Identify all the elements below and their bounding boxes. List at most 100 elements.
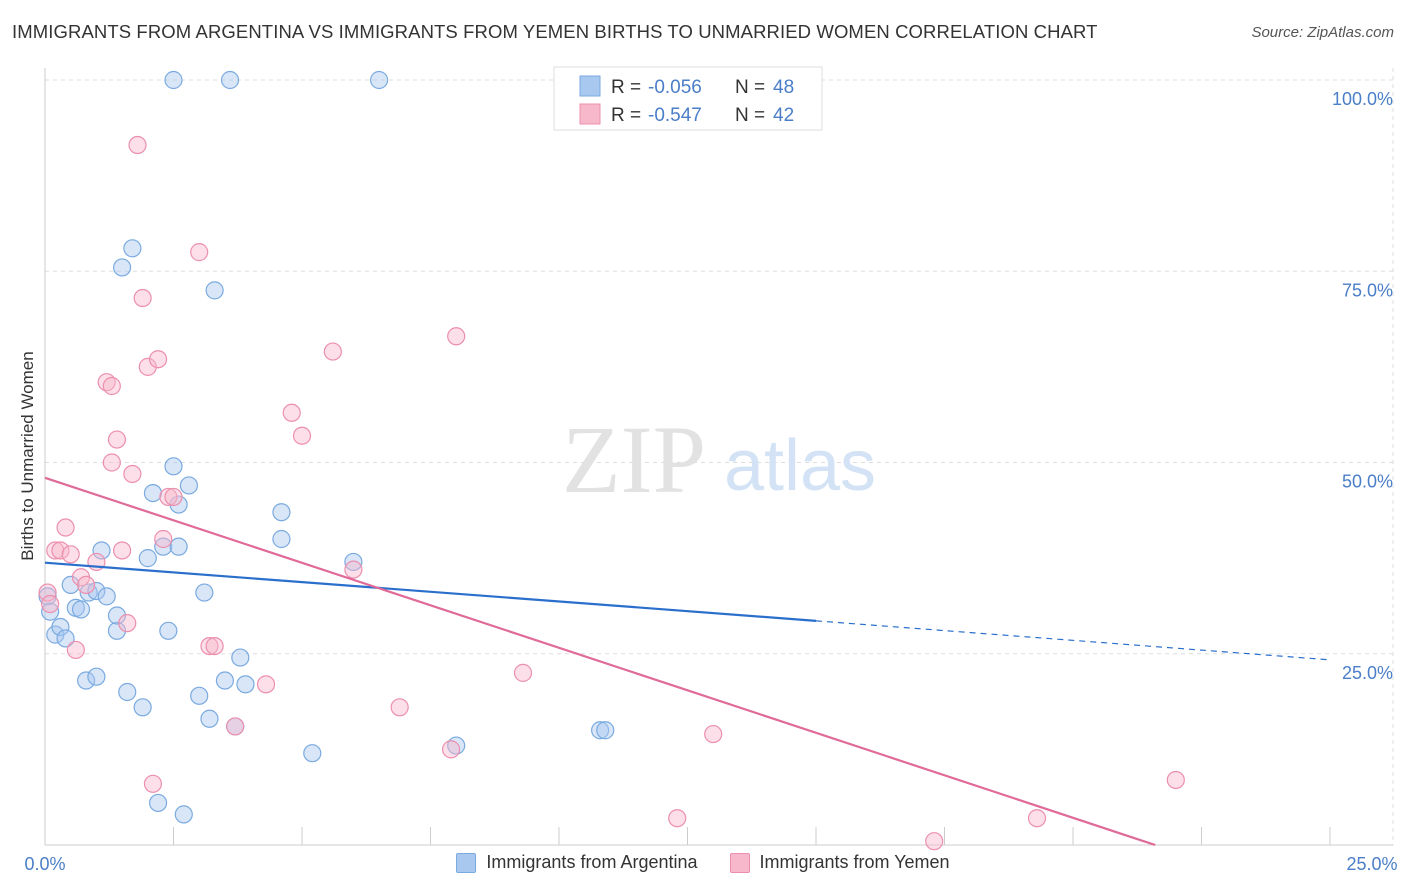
yemen-point-1 xyxy=(41,594,60,614)
yemen-point-32 xyxy=(323,342,342,361)
pink-trend-line xyxy=(44,476,1156,847)
argentina-point-47 xyxy=(596,721,615,740)
yemen-point-20 xyxy=(143,774,163,793)
yemen-point-31 xyxy=(292,426,312,445)
argentina-point-25 xyxy=(164,70,183,90)
argentina-point-36 xyxy=(220,70,240,90)
argentina-point-24 xyxy=(159,621,178,640)
yemen-point-41 xyxy=(1027,809,1047,828)
x-tick-label-min: 0.0% xyxy=(24,854,65,874)
yemen-point-30 xyxy=(282,403,301,422)
argentina-point-17 xyxy=(118,682,137,702)
yemen-point-17 xyxy=(128,135,147,155)
argentina-point-1 xyxy=(41,602,60,621)
yemen-point-24 xyxy=(164,487,183,507)
yemen-point-29 xyxy=(256,675,276,694)
yemen-point-25 xyxy=(190,243,209,262)
yemen-point-36 xyxy=(447,327,466,346)
yemen-point-13 xyxy=(107,430,127,449)
argentina-point-41 xyxy=(272,503,291,522)
legend-label-argentina: Immigrants from Argentina xyxy=(486,852,698,872)
argentina-point-14 xyxy=(107,621,127,640)
argentina-point-30 xyxy=(179,476,199,495)
yemen-point-4 xyxy=(56,518,75,537)
trend-layer xyxy=(44,476,1331,847)
argentina-point-3 xyxy=(51,617,70,637)
legend-n-value: 48 xyxy=(773,77,794,98)
yemen-point-21 xyxy=(148,350,168,369)
argentina-point-46 xyxy=(591,721,610,740)
argentina-point-23 xyxy=(154,537,173,556)
argentina-point-28 xyxy=(169,537,188,556)
yemen-point-6 xyxy=(66,640,85,660)
yemen-point-2 xyxy=(46,541,65,560)
yemen-point-19 xyxy=(138,357,157,376)
chart-title: IMMIGRANTS FROM ARGENTINA VS IMMIGRANTS … xyxy=(12,21,1098,42)
y-tick-label: 25.0% xyxy=(1342,663,1393,683)
y-tick-label: 100.0% xyxy=(1332,89,1393,109)
argentina-point-38 xyxy=(231,648,250,667)
yemen-point-14 xyxy=(112,541,132,560)
argentina-point-10 xyxy=(87,667,106,686)
watermark: ZIP atlas xyxy=(562,406,876,513)
legend-n-label: N = xyxy=(735,77,765,98)
yemen-point-35 xyxy=(441,740,461,759)
points-layer xyxy=(38,70,1185,851)
watermark-zip: ZIP xyxy=(562,406,706,513)
legend-r-label: R = xyxy=(611,77,641,98)
yemen-point-12 xyxy=(102,376,121,396)
argentina-point-27 xyxy=(164,457,183,476)
argentina-point-13 xyxy=(97,587,116,606)
yemen-point-8 xyxy=(77,575,96,595)
yemen-point-18 xyxy=(133,288,152,308)
yemen-point-11 xyxy=(102,453,121,472)
argentina-point-31 xyxy=(190,686,209,705)
argentina-point-44 xyxy=(370,70,389,90)
legend-item-yemen: Immigrants from Yemen xyxy=(729,852,950,873)
legend-n-value: 42 xyxy=(773,105,794,126)
yemen-point-40 xyxy=(925,832,944,851)
blue-trend-line xyxy=(44,561,817,622)
yemen-point-34 xyxy=(390,698,409,717)
legend-box: R = -0.056 N = 48 R = -0.547 N = 42 xyxy=(553,66,823,131)
argentina-point-11 xyxy=(87,581,106,601)
legend-swatch xyxy=(579,75,601,97)
argentina-point-4 xyxy=(56,629,75,648)
argentina-point-43 xyxy=(344,552,363,572)
argentina-point-8 xyxy=(77,671,96,690)
legend-label-yemen: Immigrants from Yemen xyxy=(759,852,950,872)
argentina-point-35 xyxy=(215,671,234,690)
yemen-point-22 xyxy=(154,529,173,549)
legend-swatch xyxy=(579,103,601,125)
legend-n-label: N = xyxy=(735,105,765,126)
yemen-point-3 xyxy=(51,541,70,560)
yemen-point-23 xyxy=(159,487,178,507)
argentina-point-40 xyxy=(272,529,291,549)
legend-item-argentina: Immigrants from Argentina xyxy=(456,852,698,873)
argentina-point-42 xyxy=(303,744,322,763)
argentina-point-22 xyxy=(148,793,168,813)
y-tick-label: 75.0% xyxy=(1342,280,1393,300)
yemen-point-39 xyxy=(704,724,723,744)
argentina-point-12 xyxy=(92,541,111,560)
y-axis-label: Births to Unmarried Women xyxy=(18,351,37,561)
yemen-point-15 xyxy=(118,614,137,633)
y-tick-label: 50.0% xyxy=(1342,472,1393,492)
legend-r-value: -0.056 xyxy=(648,77,702,98)
yemen-point-28 xyxy=(226,717,245,736)
yemen-point-16 xyxy=(123,464,142,484)
argentina-point-7 xyxy=(71,600,91,619)
yemen-point-37 xyxy=(513,663,533,682)
axis-layer: 100.0% 75.0% 50.0% 25.0% 0.0% 25.0% xyxy=(24,68,1398,874)
argentina-point-16 xyxy=(112,258,132,277)
yemen-point-38 xyxy=(668,809,687,828)
source-label: Source: ZipAtlas.com xyxy=(1251,24,1394,41)
argentina-point-34 xyxy=(205,281,224,300)
legend-r-value: -0.547 xyxy=(648,105,702,126)
bottom-legend: Immigrants from Argentina Immigrants fro… xyxy=(0,852,1406,873)
argentina-point-5 xyxy=(61,575,80,595)
argentina-point-15 xyxy=(107,606,127,625)
argentina-point-29 xyxy=(174,805,193,824)
argentina-point-32 xyxy=(195,583,214,602)
